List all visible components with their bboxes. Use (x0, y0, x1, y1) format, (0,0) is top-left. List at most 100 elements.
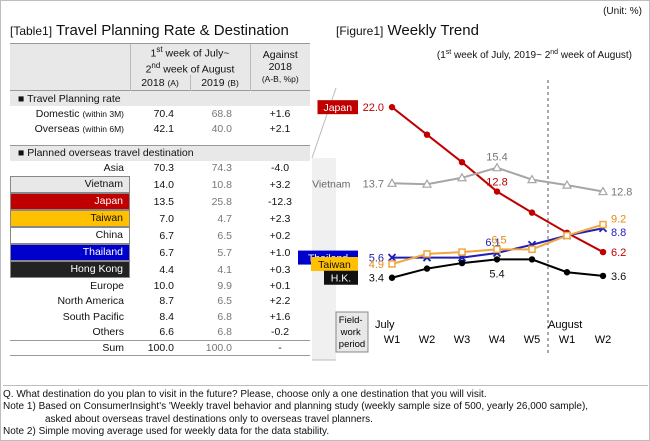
x-tick-label: W1 (559, 334, 576, 346)
table-title: [Table1] Travel Planning Rate & Destinat… (10, 22, 289, 39)
data-point (387, 253, 397, 262)
data-point (528, 209, 536, 216)
data-label: 4.9 (369, 259, 384, 271)
legend-label: Japan (323, 102, 352, 114)
figure-tag: [Figure1] (336, 24, 384, 38)
period-header: 1st week of July~ 2nd week of August (129, 43, 251, 75)
table-row: Others 6.6 6.8 -0.2 (92, 326, 290, 338)
data-point (493, 245, 501, 254)
data-point (456, 172, 468, 182)
data-point (423, 265, 431, 272)
series-lines: 22.012.86.213.715.412.85.66.18.84.96.59.… (363, 102, 633, 285)
data-point (528, 256, 536, 263)
data-label: 12.8 (486, 177, 507, 189)
table-row: Japan 13.5 25.8 -12.3 (10, 193, 310, 210)
col-2018: 2018 (A) (129, 75, 190, 91)
x-tick-label: W4 (489, 334, 506, 346)
section-planning-rate: ■ Travel Planning rate (10, 90, 311, 106)
data-point (458, 259, 466, 267)
note-2: Note 2) Simple moving average used for w… (3, 426, 330, 438)
series-hk: 3.4 5.4 3.6 (369, 256, 626, 285)
legend-china: China (10, 227, 130, 244)
data-point (421, 178, 433, 188)
table-row: Sum 100.0 100.0- (10, 339, 311, 356)
legend-taiwan: Taiwan (10, 210, 130, 227)
x-tick-label: W3 (454, 334, 471, 346)
data-point (493, 256, 501, 263)
figure-title-text: Weekly Trend (387, 22, 479, 39)
data-point (491, 162, 503, 172)
data-label: 6.2 (611, 247, 626, 259)
weekly-trend-chart: (1st week of July, 2019~ 2nd week of Aug… (298, 49, 640, 361)
data-label: 5.6 (369, 253, 384, 265)
table-row: Europe 10.0 9.9 +0.1 (90, 279, 291, 292)
x-tick-label: W2 (419, 334, 436, 346)
x-tick-label: W5 (524, 334, 541, 346)
legend-japan: Japan (10, 193, 130, 210)
legend-swatch (317, 100, 358, 115)
table-row: South Pacific 8.4 6.8 +1.6 (62, 310, 291, 323)
series-taiwan: 4.9 6.5 9.2 (369, 214, 627, 271)
data-point (599, 272, 607, 280)
chart-panel-bg (336, 80, 640, 360)
note-1-cont: asked about overseas travel destinations… (45, 413, 373, 425)
data-label: 13.7 (363, 178, 384, 190)
x-tick-label: W1 (384, 334, 401, 346)
x-tick-label: W2 (595, 334, 612, 346)
data-point (561, 179, 573, 189)
table-row: Overseas (within 6M) 42.1 40.0 +2.1 (34, 123, 291, 136)
data-point (526, 174, 538, 184)
data-point (528, 245, 536, 254)
data-point (563, 269, 571, 276)
table-row: China 6.7 6.5 +0.2 (10, 227, 310, 244)
data-point (386, 178, 398, 187)
section-destination: ■ Planned overseas travel destination (10, 144, 311, 161)
data-point (599, 220, 607, 229)
series-vietnam: 13.7 15.4 12.8 (363, 152, 633, 199)
footnotes: Q. What destination do you plan to visit… (3, 385, 648, 439)
month-july: July (375, 319, 395, 331)
note-question: Q. What destination do you plan to visit… (3, 389, 487, 400)
data-label: 15.4 (486, 152, 507, 164)
data-label: 6.5 (491, 234, 506, 246)
legend-label: Taiwan (318, 259, 351, 271)
data-label: 8.8 (611, 227, 626, 239)
data-label: 12.8 (611, 187, 632, 199)
data-point (458, 248, 466, 256)
table-row: Hong Kong 4.4 4.1 +0.3 (10, 261, 310, 278)
fieldwork-box (335, 311, 369, 353)
unit-label: (Unit: %) (603, 6, 642, 17)
against-header: Against 2018 (A-B, %p) (249, 43, 311, 91)
data-point (599, 248, 607, 256)
legend-swatch (311, 256, 358, 271)
data-label: 9.2 (611, 214, 626, 226)
data-label: 3.4 (369, 273, 384, 285)
table-row: Vietnam 14.0 10.8 +3.2 (10, 176, 310, 193)
data-label: 5.4 (489, 268, 504, 280)
x-axis: W1 W2 W3 W4 W5 W1 W2 (384, 334, 612, 346)
series-japan: 22.0 12.8 6.2 (363, 102, 627, 259)
data-point (423, 250, 431, 258)
data-point (597, 186, 609, 196)
table-row: Thailand 6.7 5.7 +1.0 (10, 244, 310, 261)
table-tag: [Table1] (10, 24, 53, 38)
data-point (493, 188, 501, 195)
data-label: 3.6 (611, 271, 626, 283)
data-point (388, 103, 396, 111)
data-label: 22.0 (363, 102, 384, 114)
data-point (388, 260, 396, 268)
data-point (388, 274, 396, 281)
legend-label: H.K. (331, 273, 351, 285)
legend-hongkong: Hong Kong (10, 261, 130, 278)
figure-subtitle: (1st week of July, 2019~ 2nd week of Aug… (437, 49, 632, 61)
legend-thailand: Thailand (10, 244, 130, 261)
travel-table: 1st week of July~ 2nd week of August Aga… (10, 43, 311, 356)
table-row: North America 8.7 6.5 +2.2 (57, 295, 291, 308)
legend: JapanVietnamThailandTaiwanH.K. (298, 100, 358, 285)
fieldwork-label: Field- work period (339, 315, 365, 350)
figure-title: [Figure1] Weekly Trend (336, 22, 479, 39)
table-row: Asia 70.3 74.3 -4.0 (103, 162, 290, 175)
legend-swatch (324, 270, 358, 285)
month-august: August (548, 319, 582, 331)
table-title-text: Travel Planning Rate & Destination (55, 22, 289, 39)
